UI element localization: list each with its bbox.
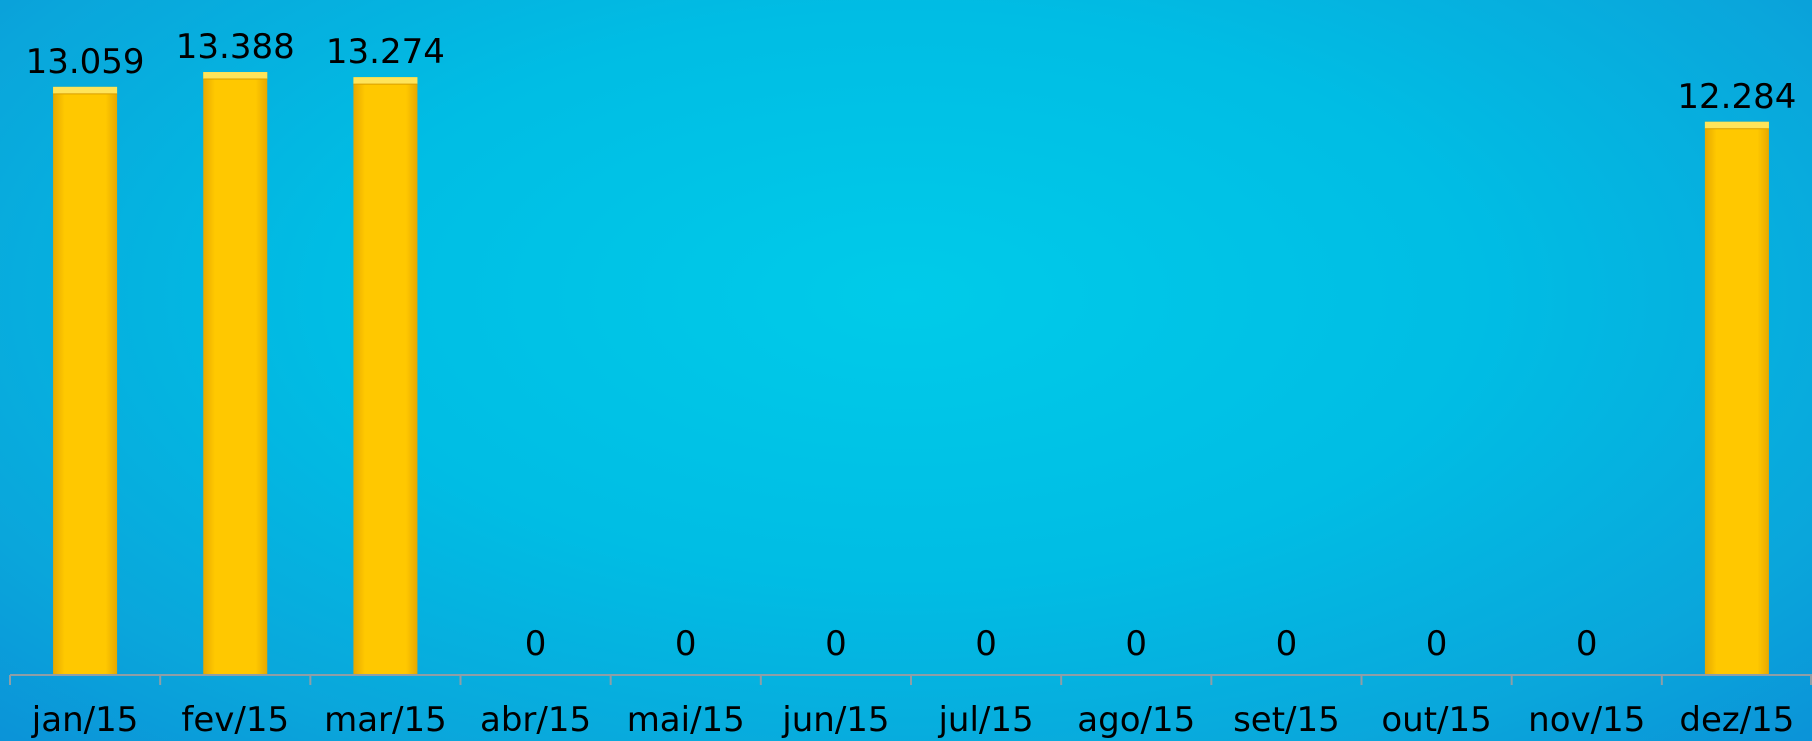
x-tick-label-jan/15: jan/15 <box>31 700 139 740</box>
data-label-dez/15: 12.284 <box>1677 77 1796 117</box>
bar-top-highlight <box>353 77 418 85</box>
data-labels-layer: 13.059 13.388 13.274 0 0 0 0 0 0 0 0 12.284 <box>26 27 1797 664</box>
bar-top-highlight <box>53 86 118 94</box>
data-label-mai/15: 0 <box>675 624 697 664</box>
data-label-set/15: 0 <box>1276 624 1298 664</box>
bar-top-highlight <box>203 72 268 80</box>
bar-dez/15 <box>1704 121 1769 676</box>
bar-body <box>53 86 118 675</box>
bar-body <box>353 77 418 675</box>
x-tick-label-jun/15: jun/15 <box>781 700 889 740</box>
x-tick-label-mai/15: mai/15 <box>627 700 745 740</box>
x-tick-label-out/15: out/15 <box>1381 700 1491 740</box>
x-axis: jan/15 fev/15 mar/15 abr/15 mai/15 jun/15 jul/… <box>9 674 1812 740</box>
data-label-mar/15: 13.274 <box>326 32 445 72</box>
x-tick-label-ago/15: ago/15 <box>1077 700 1195 740</box>
bar-top-highlight <box>1704 121 1769 129</box>
x-tick-label-dez/15: dez/15 <box>1679 700 1794 740</box>
bar-fev/15 <box>203 72 268 675</box>
x-tick-label-fev/15: fev/15 <box>181 700 289 740</box>
bar-jan/15 <box>53 86 118 675</box>
data-label-jul/15: 0 <box>975 624 997 664</box>
data-label-fev/15: 13.388 <box>176 27 295 67</box>
bar-body <box>203 72 268 675</box>
data-label-abr/15: 0 <box>525 624 547 664</box>
bars-layer <box>53 72 1769 676</box>
x-tick-label-jul/15: jul/15 <box>937 700 1033 740</box>
x-tick-label-abr/15: abr/15 <box>480 700 591 740</box>
x-tick-label-nov/15: nov/15 <box>1528 700 1645 740</box>
data-label-out/15: 0 <box>1426 624 1448 664</box>
bar-body <box>1704 121 1769 676</box>
x-tick-label-set/15: set/15 <box>1233 700 1340 740</box>
data-label-jun/15: 0 <box>825 624 847 664</box>
data-label-jan/15: 13.059 <box>26 42 145 82</box>
data-label-ago/15: 0 <box>1125 624 1147 664</box>
data-label-nov/15: 0 <box>1576 624 1598 664</box>
x-tick-label-mar/15: mar/15 <box>324 700 447 740</box>
bar-mar/15 <box>353 77 418 675</box>
